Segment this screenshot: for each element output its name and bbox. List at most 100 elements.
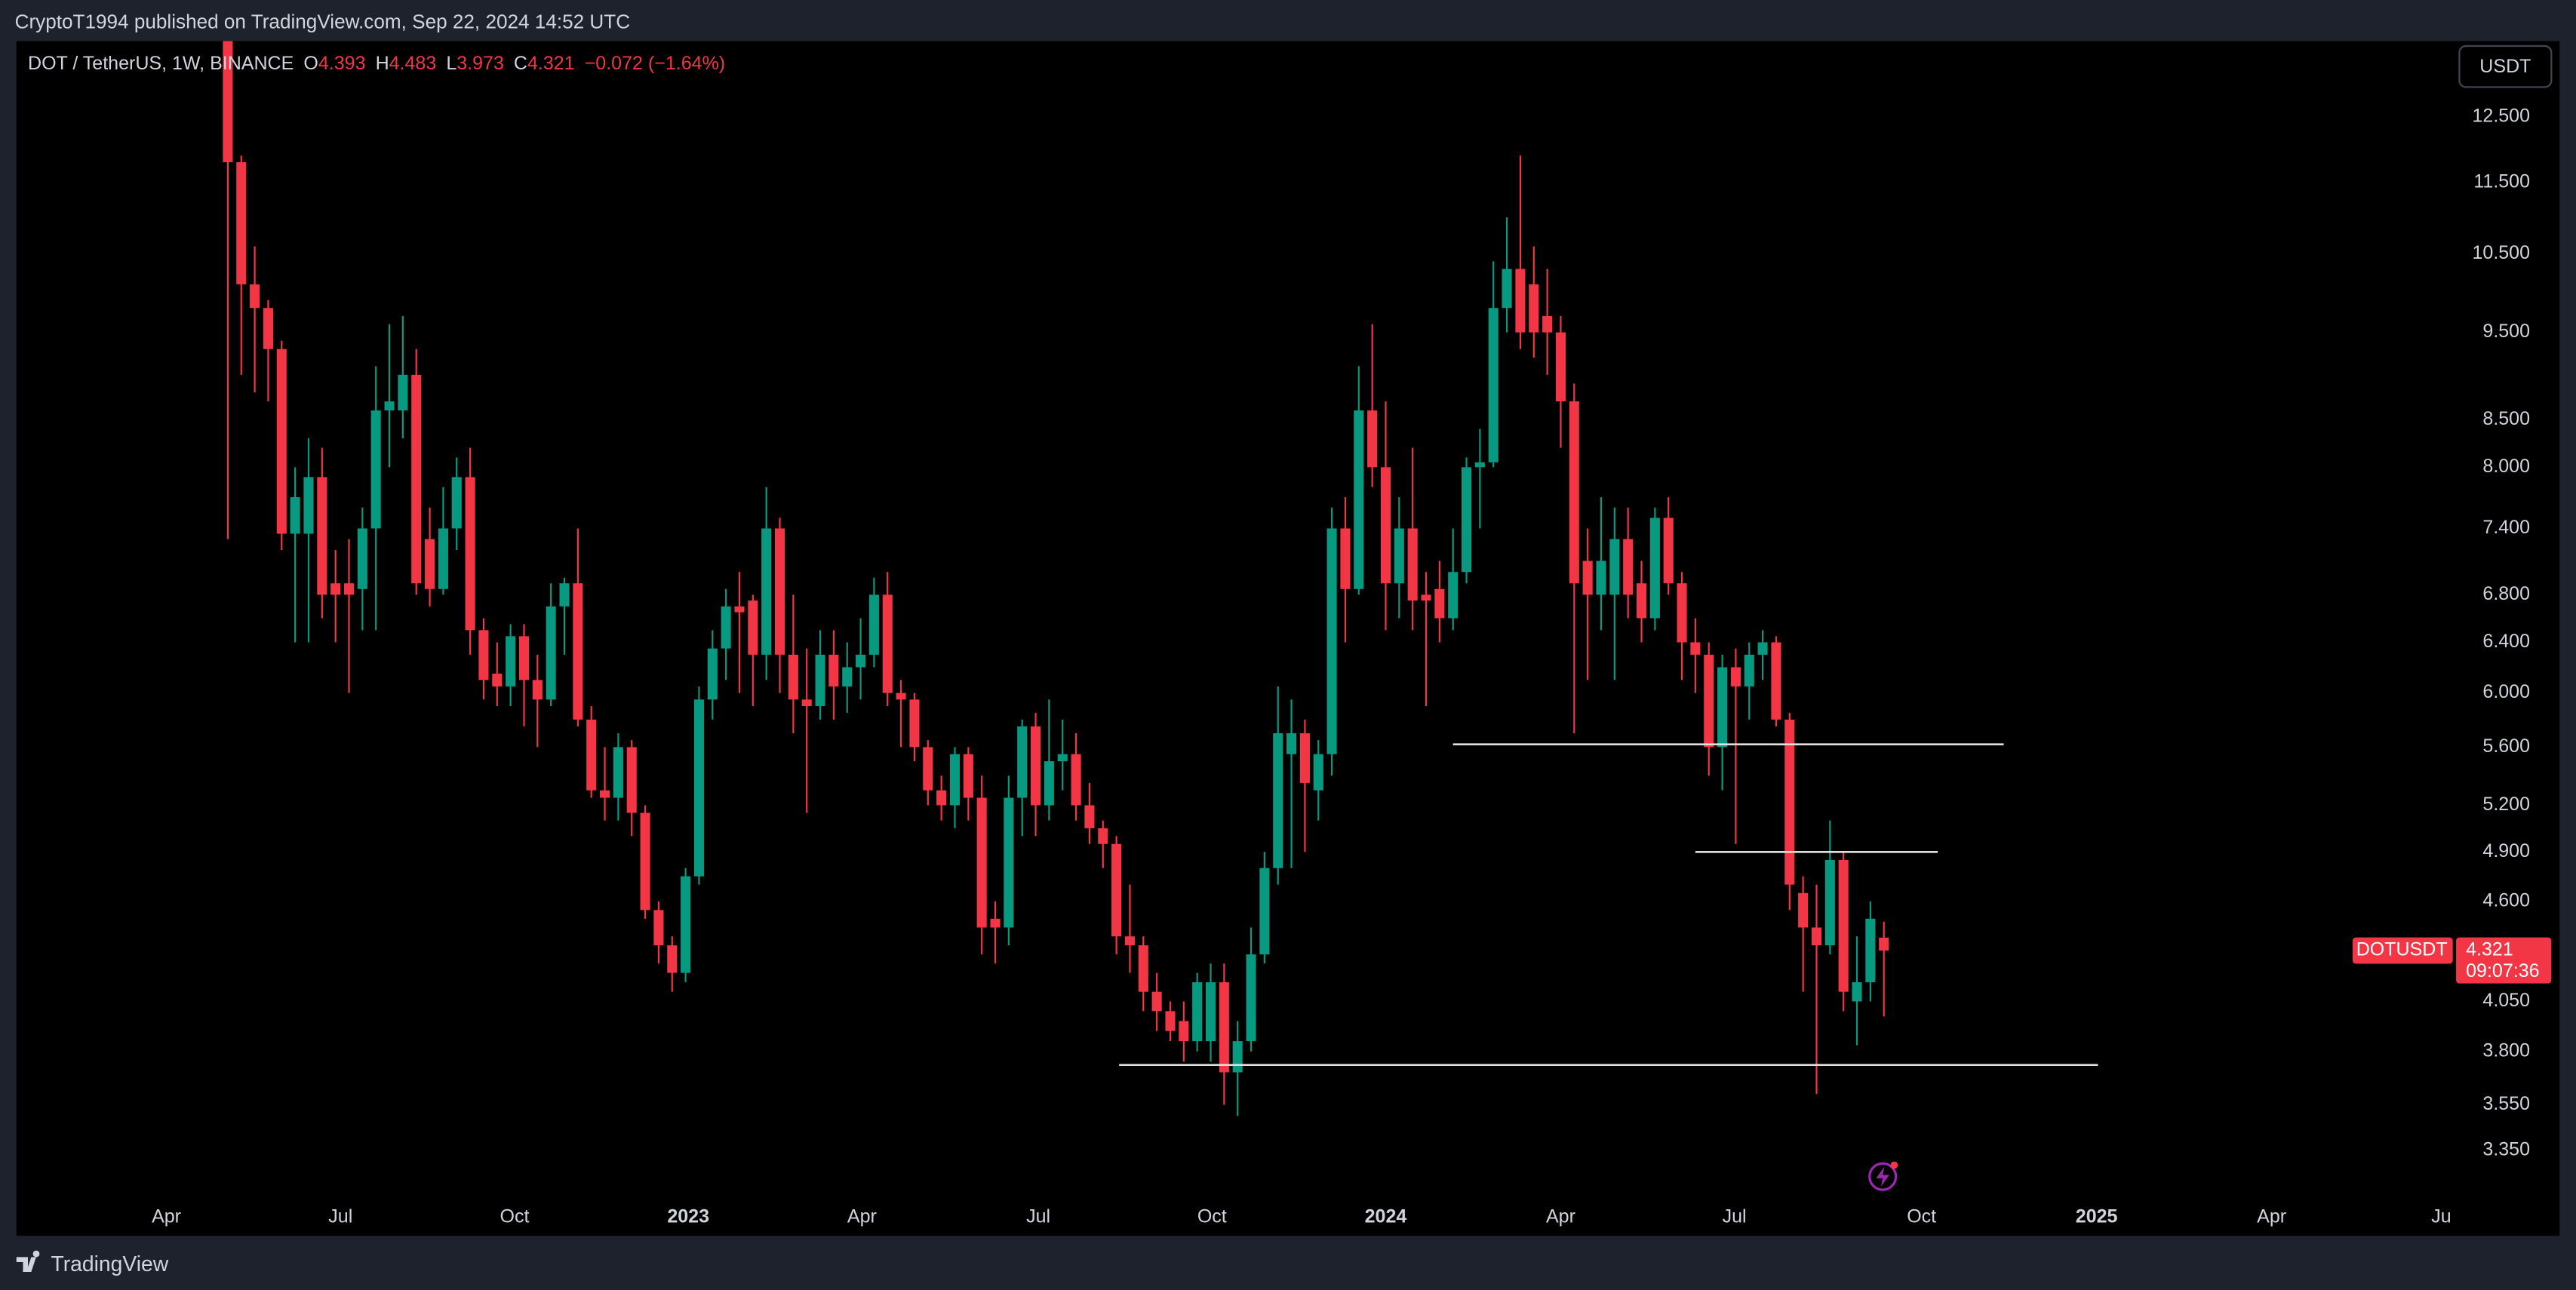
currency-button[interactable] — [2458, 45, 2553, 88]
candle-body — [343, 583, 355, 595]
candle-body — [761, 528, 772, 655]
candle-body — [1582, 561, 1593, 595]
candle-body — [1609, 539, 1620, 595]
candle-body — [707, 648, 718, 700]
candle-body — [451, 477, 462, 529]
candle-body — [518, 636, 530, 680]
candle-body — [1326, 528, 1337, 754]
y-tick-label: 5.600 — [2482, 736, 2530, 757]
price-tag-value: 4.321 — [2466, 939, 2513, 960]
candle-body — [1448, 572, 1459, 619]
x-tick-label: Apr — [152, 1206, 181, 1227]
candle-body — [748, 600, 758, 655]
candle-body — [250, 284, 260, 309]
x-tick-label: 2024 — [1365, 1206, 1407, 1227]
candle-body — [1246, 954, 1256, 1042]
y-tick-label: 3.800 — [2482, 1040, 2530, 1061]
x-tick-label: 2025 — [2076, 1206, 2118, 1227]
ohlc-letter: C — [514, 53, 527, 74]
candle-body — [1407, 528, 1418, 601]
candle-body — [788, 654, 798, 700]
candle-body — [1852, 982, 1862, 1002]
candle-body — [263, 308, 273, 349]
symbol-tag — [2352, 937, 2453, 964]
x-tick-label: Jul — [1026, 1206, 1050, 1227]
y-tick-label: 9.500 — [2482, 321, 2530, 342]
candle-body — [1165, 1011, 1176, 1031]
candle-body — [546, 606, 556, 700]
lightning-icon — [1868, 1161, 1898, 1191]
candle-body — [801, 699, 812, 707]
candle-body — [1232, 1041, 1243, 1073]
candle-body — [384, 401, 395, 411]
ohlc-letter: L — [446, 53, 456, 74]
candle-body — [1704, 654, 1714, 748]
x-tick-label: Apr — [1546, 1206, 1575, 1227]
x-tick-label: Ju — [2431, 1206, 2451, 1227]
symbol-tag-label: DOTUSDT — [2356, 939, 2448, 960]
published-line: CryptoT1994 published on TradingView.com… — [15, 10, 631, 32]
candle-body — [1313, 754, 1323, 791]
ohlc-letter: O — [303, 53, 318, 74]
y-tick-label: 5.200 — [2482, 794, 2530, 815]
candle-body — [276, 349, 287, 534]
candle-body — [882, 594, 893, 693]
candle-body — [963, 754, 973, 798]
candle-body — [1838, 859, 1849, 992]
candle-body — [1017, 726, 1028, 798]
candle-body — [532, 680, 543, 700]
candle-body — [1677, 583, 1687, 643]
candle-body — [1529, 284, 1539, 333]
x-tick-label: Jul — [1723, 1206, 1747, 1227]
candle-body — [465, 477, 475, 631]
candle-body — [734, 606, 745, 613]
ohlc-letter: H — [376, 53, 389, 74]
candle-body — [1811, 927, 1822, 946]
legend: DOT / TetherUS, 1W, BINANCE O4.393 H4.483 L… — [28, 53, 725, 74]
candle-body — [1744, 654, 1754, 686]
candle-body — [1124, 936, 1135, 946]
candle-body — [223, 41, 233, 163]
candle-body — [1798, 892, 1809, 928]
candle-body — [721, 606, 731, 649]
candle-body — [1623, 539, 1634, 595]
candle-body — [1151, 991, 1162, 1012]
y-tick-label: 6.000 — [2482, 681, 2530, 702]
candle-body — [626, 747, 637, 813]
y-tick-label: 4.600 — [2482, 890, 2530, 911]
candle-body — [1730, 667, 1741, 686]
y-tick-label: 12.500 — [2472, 106, 2530, 127]
candle-body — [1098, 828, 1108, 844]
candle-body — [640, 812, 650, 911]
candle-body — [1111, 843, 1122, 937]
candle-body — [693, 699, 704, 877]
change: −0.072 (−1.64%) — [585, 53, 725, 74]
y-tick-label: 3.550 — [2482, 1093, 2530, 1114]
x-tick-label: Oct — [1907, 1206, 1936, 1227]
symbol-title: DOT / TetherUS, 1W, BINANCE — [28, 53, 294, 74]
brand-name: TradingView — [51, 1252, 168, 1276]
candle-body — [976, 797, 987, 928]
candle-body — [1179, 1021, 1189, 1042]
ohlc-value: 4.393 — [318, 53, 366, 74]
candle-body — [923, 747, 933, 791]
candle-body — [1474, 462, 1485, 468]
candle-body — [1138, 945, 1148, 992]
candle-body — [653, 910, 664, 946]
overlay: 12.500 11.500 10.500 9.500 8.500 8.000 7.400 6.… — [152, 106, 2552, 1227]
candle-body — [1879, 937, 1889, 951]
candle-body — [1434, 588, 1445, 619]
candle-body — [896, 693, 906, 700]
candle-body — [1865, 918, 1876, 983]
currency-label[interactable]: USDT — [2479, 56, 2531, 77]
candle-body — [1354, 410, 1364, 589]
x-tick-label: Jul — [328, 1206, 352, 1227]
price-tag-countdown: 09:07:36 — [2466, 960, 2539, 981]
y-tick-label: 11.500 — [2473, 170, 2530, 192]
y-tick-label: 8.000 — [2482, 456, 2530, 477]
candle-body — [1340, 528, 1351, 589]
chart-area — [16, 41, 2560, 1236]
x-tick-label: Oct — [500, 1206, 530, 1227]
candle-body — [600, 790, 610, 798]
candle-body — [317, 477, 327, 595]
